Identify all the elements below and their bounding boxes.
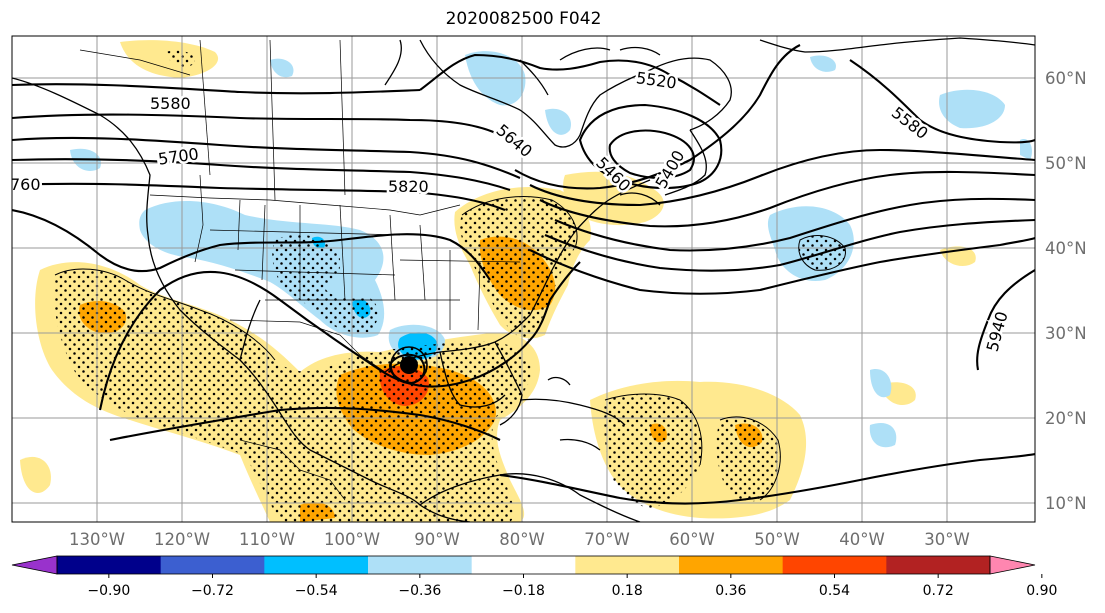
colorbar-bin bbox=[264, 556, 369, 574]
lon-label: 50°W bbox=[754, 530, 800, 549]
map-title: 2020082500 F042 bbox=[445, 9, 602, 29]
contour-label: 5940 bbox=[983, 309, 1012, 353]
lat-label: 10°N bbox=[1045, 494, 1087, 513]
colorbar-tick-labels: −0.90 −0.72 −0.54 −0.36 −0.18 0.18 0.36 0.54 0.7… bbox=[87, 574, 1057, 599]
lon-label: 80°W bbox=[499, 530, 545, 549]
contour-label: 5700 bbox=[157, 144, 200, 168]
coastlines bbox=[12, 37, 1035, 522]
lon-label: 120°W bbox=[154, 530, 210, 549]
colorbar-bin bbox=[471, 556, 576, 574]
colorbar-bin bbox=[679, 556, 784, 574]
colorbar-tick-label: 0.72 bbox=[923, 583, 954, 599]
contour-label: 5820 bbox=[388, 177, 429, 196]
contour-label: 5520 bbox=[635, 68, 678, 92]
contour-label: 5400 bbox=[652, 147, 689, 192]
colorbar-bin bbox=[886, 556, 991, 574]
colorbar: −0.90 −0.72 −0.54 −0.36 −0.18 0.18 0.36 0.54 0.7… bbox=[11, 555, 1057, 599]
colorbar-tick-label: −0.54 bbox=[295, 583, 338, 599]
anomaly-outlines bbox=[54, 195, 846, 501]
lat-label: 40°N bbox=[1045, 239, 1087, 258]
colorbar-bin bbox=[12, 556, 57, 574]
colorbar-tick-label: −0.72 bbox=[191, 583, 234, 599]
lon-label: 90°W bbox=[414, 530, 460, 549]
colorbar-tick-label: 0.90 bbox=[1026, 583, 1057, 599]
storm-center-marker bbox=[390, 346, 428, 384]
longitude-labels: 130°W 120°W 110°W 100°W 90°W 80°W 70°W 6… bbox=[69, 530, 970, 549]
colorbar-bin bbox=[990, 556, 1035, 574]
latitude-labels: 60°N 50°N 40°N 30°N 20°N 10°N bbox=[1045, 69, 1087, 513]
colorbar-tick-label: 0.18 bbox=[612, 583, 643, 599]
lon-label: 40°W bbox=[839, 530, 885, 549]
lat-label: 50°N bbox=[1045, 154, 1087, 173]
lon-label: 30°W bbox=[924, 530, 970, 549]
contour-label: 5640 bbox=[492, 120, 535, 161]
colorbar-bin bbox=[575, 556, 680, 574]
map-frame bbox=[11, 35, 1036, 523]
lon-label: 60°W bbox=[669, 530, 715, 549]
lon-label: 100°W bbox=[324, 530, 380, 549]
lon-label: 110°W bbox=[239, 530, 295, 549]
height-contours bbox=[12, 44, 1035, 505]
colorbar-bin bbox=[782, 556, 887, 574]
colorbar-tick-label: 0.54 bbox=[819, 583, 850, 599]
colorbar-tick-label: −0.36 bbox=[398, 583, 441, 599]
lon-label: 130°W bbox=[69, 530, 125, 549]
colorbar-tick-label: −0.18 bbox=[502, 583, 545, 599]
colorbar-tick-label: −0.90 bbox=[87, 583, 130, 599]
contour-label: 5580 bbox=[150, 94, 191, 113]
colorbar-bin bbox=[57, 556, 162, 574]
colorbar-segments bbox=[12, 556, 1035, 574]
lat-label: 60°N bbox=[1045, 69, 1087, 88]
lat-label: 20°N bbox=[1045, 409, 1087, 428]
contour-label: 760 bbox=[10, 175, 41, 194]
lon-label: 70°W bbox=[584, 530, 630, 549]
political-borders bbox=[79, 39, 521, 501]
colorbar-bin bbox=[368, 556, 473, 574]
colorbar-bin bbox=[160, 556, 265, 574]
colorbar-tick-label: 0.36 bbox=[715, 583, 746, 599]
lat-label: 30°N bbox=[1045, 324, 1087, 343]
